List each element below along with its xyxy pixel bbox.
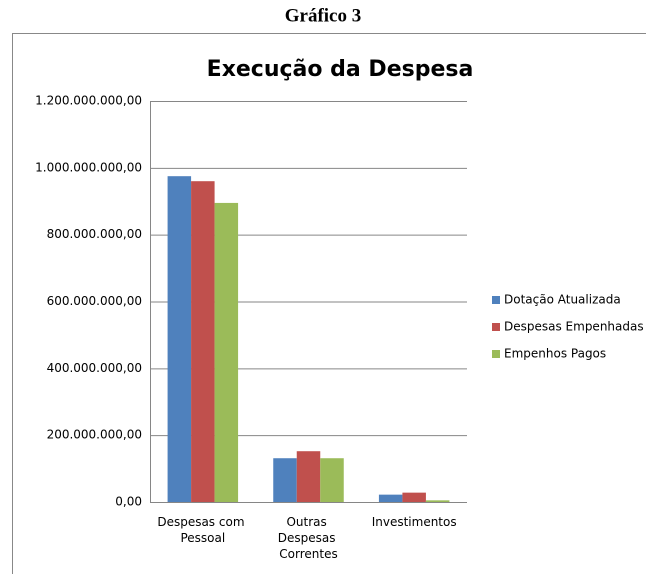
bar [378, 494, 403, 502]
y-tick-label: 1.200.000.000,00 [35, 94, 142, 108]
x-tick-label: Despesas com Pessoal [157, 515, 248, 545]
bar [320, 458, 344, 502]
bar [191, 181, 215, 502]
y-tick-label: 200.000.000,00 [47, 428, 142, 442]
bar [167, 176, 192, 502]
bar [402, 492, 426, 502]
heading: Gráfico 3 [285, 5, 362, 26]
y-tick-label: 1.000.000.000,00 [35, 160, 142, 174]
legend-label: Empenhos Pagos [504, 347, 606, 361]
legend-swatch [492, 296, 500, 304]
legend-swatch [492, 350, 500, 358]
chart-title: Execução da Despesa [207, 57, 474, 82]
x-tick-label: Outras Despesas Correntes [278, 515, 340, 561]
y-tick-label: 400.000.000,00 [47, 361, 142, 375]
bar [296, 451, 321, 502]
chart-frame [12, 33, 646, 574]
legend-label: Despesas Empenhadas [504, 320, 644, 334]
y-tick-label: 600.000.000,00 [47, 294, 142, 308]
y-tick-label: 800.000.000,00 [47, 227, 142, 241]
x-tick-label: Investimentos [372, 515, 457, 529]
legend-label: Dotação Atualizada [504, 293, 621, 307]
bar [425, 500, 450, 502]
bar [273, 458, 297, 502]
legend-swatch [492, 323, 500, 331]
y-tick-label: 0,00 [115, 495, 142, 509]
bar [214, 202, 239, 502]
